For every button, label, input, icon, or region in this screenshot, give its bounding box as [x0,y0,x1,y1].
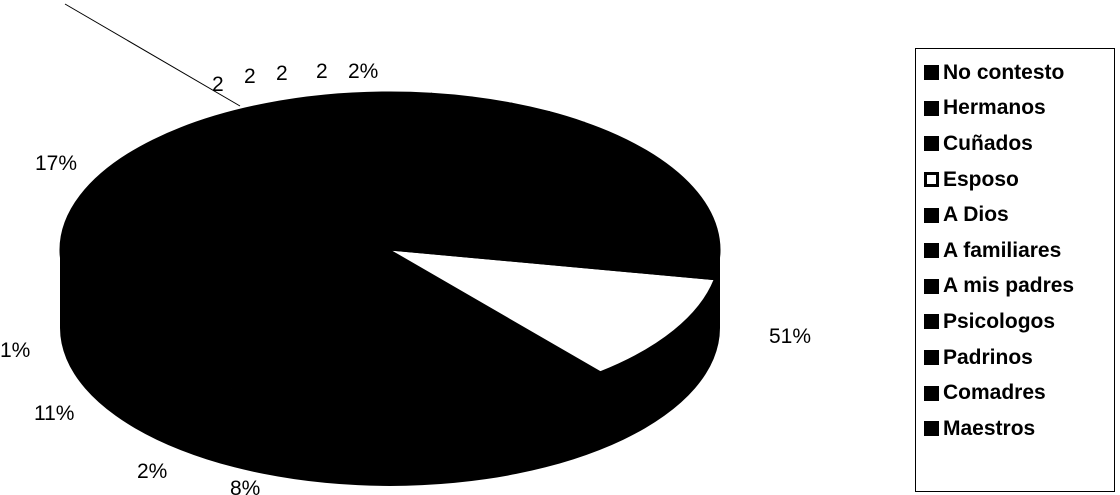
label-a-mis-padres: 2 [212,73,224,96]
legend-swatch [924,278,939,294]
label-hermanos: 8% [230,477,260,495]
pie-body [59,91,721,486]
pie-slice-hermanos [389,248,568,409]
label-psicologos: 2 [244,65,256,88]
pie-slice-a-familiares [388,121,721,271]
label-a-dios: 1% [0,339,30,362]
label-padrinos: 2 [276,62,288,85]
pie-slice-maestros [389,91,432,251]
pie-side-wall [60,250,720,486]
legend-item: Esposo [924,162,1114,198]
pie-slice-esposo [389,249,715,373]
legend-item: Comadres [924,375,1114,411]
label-a-familiares: 17% [35,152,77,175]
legend-swatch [924,172,939,188]
legend-swatch [924,421,939,437]
legend-item: A Dios [924,197,1114,233]
label-esposo: 11% [34,402,74,425]
legend-label: A Dios [943,203,1009,227]
legend-swatch [924,243,939,259]
legend-item: Padrinos [924,340,1114,376]
legend-item: A mis padres [924,269,1114,305]
pie-chart: 51% 8% 2% 11% 1% 17% 2 2 2 2 2% [0,3,811,495]
legend-label: Cuñados [943,131,1033,155]
legend-swatch [924,100,939,116]
legend-swatch [924,385,939,401]
label-no-contesto: 51% [769,325,811,348]
legend-swatch [924,350,939,366]
label-comadres: 2 [316,60,328,83]
label-cunados: 2% [137,460,167,483]
legend-swatch [924,136,939,152]
legend-label: Maestros [943,416,1036,440]
legend-item: No contesto [924,55,1114,91]
legend-item: Psicologos [924,304,1114,340]
legend-swatch [924,65,939,81]
legend-label: Comadres [943,381,1046,405]
legend-swatch [924,207,939,223]
legend-label: Padrinos [943,345,1033,369]
legend-label: Psicologos [943,309,1056,333]
legend-item: Hermanos [924,91,1114,127]
legend-label: A mis padres [943,274,1075,298]
leader-line [64,3,241,107]
legend-swatch [924,314,939,330]
legend-label: A familiares [943,238,1062,262]
label-maestros: 2% [348,60,378,83]
legend-label: No contesto [943,60,1065,84]
legend-item: A familiares [924,233,1114,269]
legend-label: Hermanos [943,96,1046,120]
legend-label: Esposo [943,167,1019,191]
legend-item: Cuñados [924,126,1114,162]
chart-legend: No contesto Hermanos Cuñados Esposo A Di… [915,48,1115,492]
legend-item: Maestros [924,411,1114,447]
pie-slice-no-contesto [59,91,412,409]
